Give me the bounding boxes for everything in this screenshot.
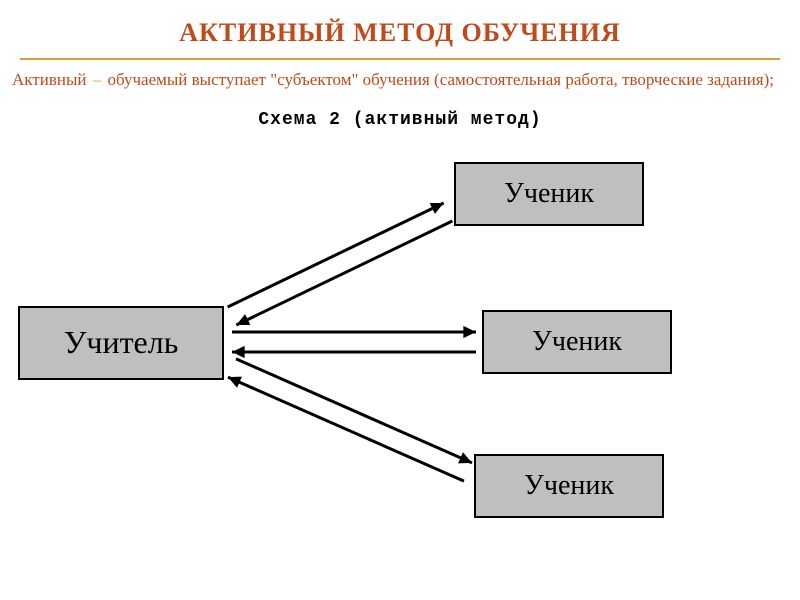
subtitle-rest: обучаемый выступает "субъектом" обучения…: [103, 70, 774, 89]
schema-title: Схема 2 (активный метод): [258, 110, 541, 130]
title-area: АКТИВНЫЙ МЕТОД ОБУЧЕНИЯ: [20, 0, 780, 60]
subtitle-dash: –: [91, 70, 104, 89]
subtitle-prefix: Активный: [12, 70, 91, 89]
node-student2: Ученик: [482, 310, 672, 374]
schema-title-area: Схема 2 (активный метод): [0, 92, 800, 138]
diagram: Учитель Ученик Ученик Ученик: [0, 138, 800, 558]
subtitle: Активный – обучаемый выступает "субъекто…: [12, 68, 780, 92]
node-student1: Ученик: [454, 162, 644, 226]
subtitle-area: Активный – обучаемый выступает "субъекто…: [0, 60, 800, 92]
node-student3: Ученик: [474, 454, 664, 518]
node-teacher: Учитель: [18, 306, 224, 380]
page-title: АКТИВНЫЙ МЕТОД ОБУЧЕНИЯ: [20, 18, 780, 48]
